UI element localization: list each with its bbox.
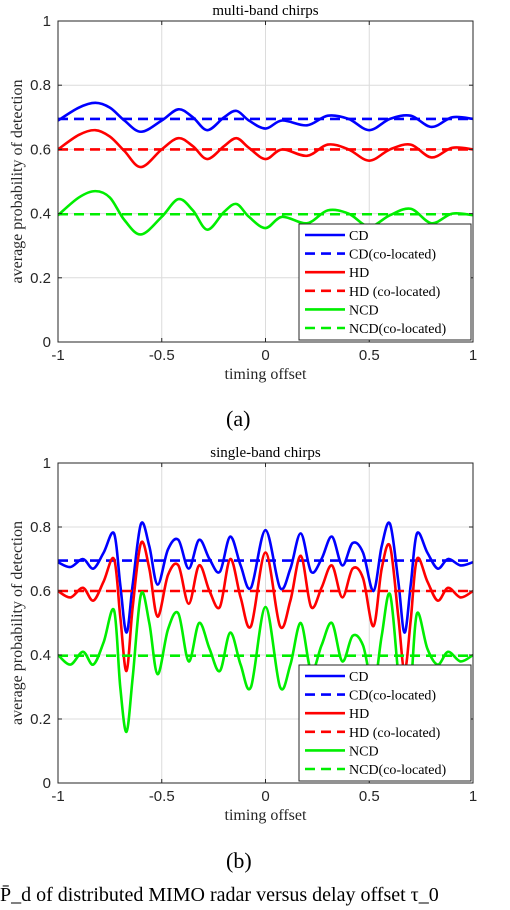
x-axis-label: timing offset [225, 807, 307, 824]
y-tick-label: 0.4 [30, 206, 51, 223]
caption-b: (b) [226, 848, 252, 873]
x-tick-label: 0.5 [359, 788, 380, 805]
x-tick-label: 0 [261, 788, 269, 805]
y-tick-label: 1 [43, 13, 51, 30]
legend-entry-label: CD(co-located) [349, 689, 436, 704]
y-tick-label: 0 [43, 775, 51, 792]
x-tick-label: -0.5 [149, 788, 175, 805]
x-axis-label: timing offset [225, 366, 307, 383]
chart-title: single-band chirps [210, 445, 321, 461]
y-tick-label: 0.6 [30, 583, 51, 600]
legend-entry-label: HD (co-located) [349, 726, 441, 741]
legend-entry-label: HD [349, 707, 369, 722]
x-tick-label: 0.5 [359, 347, 380, 364]
x-tick-label: -1 [51, 788, 64, 805]
y-tick-label: 1 [43, 455, 51, 472]
y-tick-label: 0.2 [30, 711, 51, 728]
caption-a: (a) [226, 406, 251, 431]
x-tick-label: 1 [469, 347, 477, 364]
legend-entry-label: NCD(co-located) [349, 322, 447, 337]
legend-entry-label: CD(co-located) [349, 248, 436, 263]
legend-entry-label: HD [349, 266, 369, 281]
series-line-cd [58, 521, 473, 634]
series-line-ncd [58, 189, 473, 236]
y-tick-label: 0.4 [30, 647, 51, 664]
chart-panel-0: -1 -0.5 0 0.5 1 0 0.2 0.4 0.6 0.8 1 multi-band chir… [9, 3, 477, 383]
legend-entry-label: CD [349, 229, 368, 244]
x-tick-label: -0.5 [149, 347, 175, 364]
legend-entry-label: CD [349, 670, 368, 685]
chart-title: multi-band chirps [212, 3, 318, 19]
x-tick-label: -1 [51, 347, 64, 364]
x-tick-label: 1 [469, 788, 477, 805]
figure-caption: P̄_d of distributed MIMO radar versus de… [0, 884, 439, 906]
chart-panel-1: -1 -0.5 0 0.5 1 0 0.2 0.4 0.6 0.8 1 single-band chi… [9, 445, 477, 824]
y-tick-label: 0.8 [30, 77, 51, 94]
legend-entry-label: NCD(co-located) [349, 763, 447, 778]
y-tick-label: 0.6 [30, 141, 51, 158]
legend-box [298, 664, 472, 782]
y-axis-label: average probability of detection [9, 521, 26, 725]
legend-box [298, 223, 472, 341]
y-tick-label: 0.8 [30, 519, 51, 536]
legend-entry-label: NCD [349, 303, 379, 318]
legend-entry-label: NCD [349, 744, 379, 759]
legend-entry-label: HD (co-located) [349, 285, 441, 300]
y-tick-label: 0 [43, 334, 51, 351]
y-axis-label: average probability of detection [9, 80, 26, 284]
legend: CD CD(co-located) HD HD (co-located) NCD NCD(… [298, 223, 472, 341]
x-tick-label: 0 [261, 347, 269, 364]
legend: CD CD(co-located) HD HD (co-located) NCD NCD(… [298, 664, 472, 782]
y-tick-label: 0.2 [30, 270, 51, 287]
